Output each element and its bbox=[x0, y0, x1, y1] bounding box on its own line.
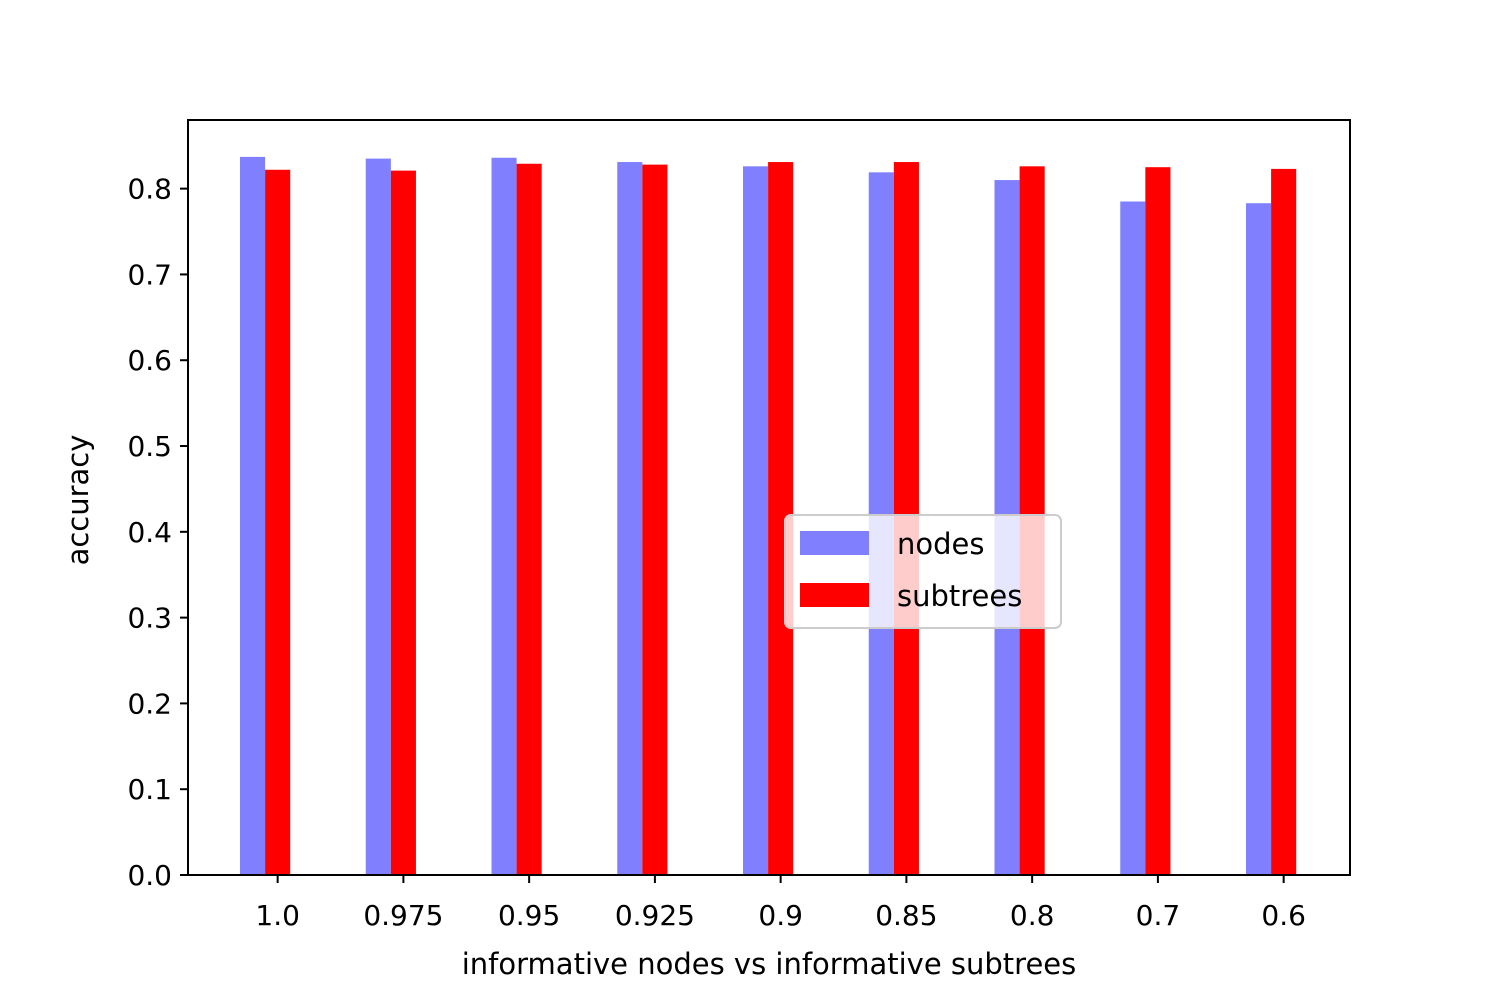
y-tick-label: 0.8 bbox=[127, 173, 172, 206]
x-tick-label: 0.6 bbox=[1261, 899, 1306, 932]
x-tick-label: 0.8 bbox=[1010, 899, 1055, 932]
bar-subtrees-0.95 bbox=[516, 163, 542, 875]
bar-nodes-0.9 bbox=[743, 166, 769, 876]
bar-nodes-1.0 bbox=[240, 156, 266, 876]
y-axis-ticks: 0.0 0.1 0.2 0.3 0.4 0.5 0.6 0.7 0.8 bbox=[127, 173, 188, 892]
y-tick-label: 0.4 bbox=[127, 516, 172, 549]
bar-nodes-0.975 bbox=[365, 158, 391, 875]
x-tick-label: 0.85 bbox=[875, 899, 937, 932]
x-tick-label: 0.975 bbox=[363, 899, 443, 932]
bar-nodes-0.925 bbox=[617, 162, 643, 875]
x-tick-label: 0.925 bbox=[615, 899, 695, 932]
bar-subtrees-0.975 bbox=[390, 170, 416, 875]
bars-group bbox=[240, 156, 1297, 876]
y-tick-label: 0.7 bbox=[127, 258, 172, 291]
y-tick-label: 0.5 bbox=[127, 430, 172, 463]
bar-nodes-0.95 bbox=[491, 157, 517, 875]
legend: nodes subtrees bbox=[784, 514, 1062, 629]
x-tick-label: 0.7 bbox=[1136, 899, 1181, 932]
bar-subtrees-0.925 bbox=[642, 164, 668, 875]
legend-label-nodes: nodes bbox=[897, 527, 984, 561]
x-tick-label: 0.9 bbox=[758, 899, 803, 932]
plot-frame bbox=[187, 119, 1351, 876]
y-axis-label: accuracy bbox=[61, 435, 95, 566]
y-tick-label: 0.1 bbox=[127, 773, 172, 806]
bar-nodes-0.7 bbox=[1120, 201, 1146, 875]
legend-label-subtrees: subtrees bbox=[897, 579, 1022, 613]
x-axis-ticks: 1.0 0.975 0.95 0.925 0.9 0.85 0.8 0.7 0.6 bbox=[255, 875, 1306, 932]
x-axis-label: informative nodes vs informative subtree… bbox=[462, 947, 1076, 981]
x-tick-label: 0.95 bbox=[498, 899, 560, 932]
x-tick-label: 1.0 bbox=[255, 899, 300, 932]
bar-nodes-0.6 bbox=[1246, 203, 1272, 876]
bar-subtrees-0.6 bbox=[1271, 168, 1297, 875]
legend-swatch-subtrees bbox=[800, 583, 869, 607]
legend-swatch-nodes bbox=[800, 531, 869, 555]
y-tick-label: 0.6 bbox=[127, 344, 172, 377]
y-tick-label: 0.2 bbox=[127, 687, 172, 720]
y-tick-label: 0.3 bbox=[127, 602, 172, 635]
bar-subtrees-0.7 bbox=[1145, 167, 1171, 875]
y-tick-label: 0.0 bbox=[127, 859, 172, 892]
bar-subtrees-1.0 bbox=[265, 169, 291, 876]
